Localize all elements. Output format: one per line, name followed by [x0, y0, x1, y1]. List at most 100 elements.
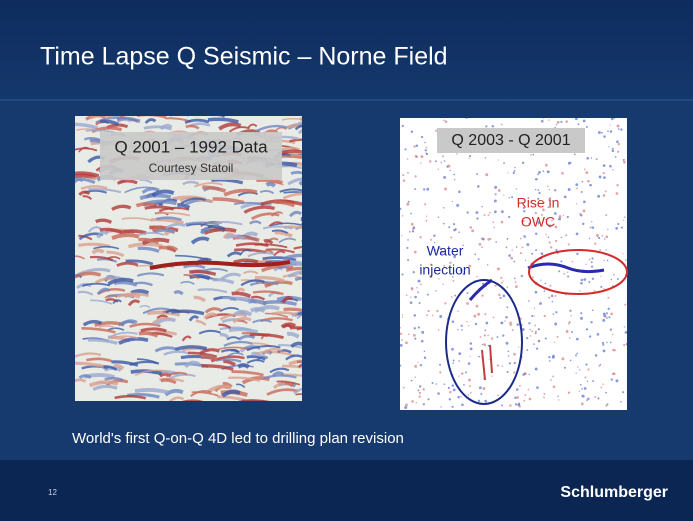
seismic-dot: [549, 285, 551, 287]
seismic-dot: [605, 190, 607, 192]
seismic-dot: [452, 280, 454, 282]
seismic-dot: [612, 333, 614, 335]
page-number: 12: [48, 488, 57, 497]
seismic-dot: [568, 243, 570, 245]
seismic-stroke: [182, 108, 193, 113]
seismic-dot: [416, 287, 417, 288]
seismic-dot: [544, 290, 546, 292]
seismic-dot: [591, 157, 592, 158]
seismic-stroke: [135, 390, 168, 392]
seismic-dot: [476, 217, 478, 219]
seismic-stroke: [308, 143, 320, 145]
seismic-dot: [552, 376, 554, 378]
seismic-dot: [624, 216, 625, 217]
seismic-dot: [399, 208, 401, 210]
seismic-dot: [468, 394, 470, 396]
seismic-dot: [576, 373, 577, 374]
seismic-dot: [591, 257, 593, 259]
seismic-dot: [603, 164, 606, 167]
seismic-dot: [516, 323, 519, 326]
seismic-dot: [592, 380, 594, 382]
seismic-dot: [460, 396, 461, 397]
seismic-dot: [477, 185, 480, 188]
seismic-dot: [500, 321, 503, 324]
seismic-dot: [440, 406, 441, 407]
seismic-dot: [606, 317, 608, 319]
seismic-dot: [554, 323, 557, 326]
seismic-dot: [469, 158, 470, 159]
seismic-dot: [596, 158, 598, 160]
seismic-dot: [432, 382, 434, 384]
seismic-dot: [506, 247, 508, 249]
seismic-stroke: [178, 401, 204, 404]
seismic-dot: [420, 284, 422, 286]
seismic-dot: [597, 333, 600, 336]
seismic-dot: [528, 374, 529, 375]
seismic-dot: [402, 125, 404, 127]
seismic-dot: [443, 176, 446, 179]
seismic-dot: [534, 325, 536, 327]
seismic-dot: [421, 136, 423, 138]
seismic-dot: [537, 174, 539, 176]
seismic-dot: [436, 383, 438, 385]
seismic-dot: [461, 403, 464, 406]
seismic-dot: [567, 275, 569, 277]
seismic-dot: [470, 342, 473, 345]
seismic-dot: [561, 357, 564, 360]
seismic-dot: [432, 315, 434, 317]
seismic-dot: [506, 342, 509, 345]
seismic-dot: [494, 200, 497, 203]
seismic-dot: [479, 386, 482, 389]
seismic-dot: [508, 351, 510, 353]
seismic-dot: [575, 183, 578, 186]
seismic-dot: [514, 397, 516, 399]
seismic-dot: [616, 184, 618, 186]
seismic-dot: [536, 386, 539, 389]
seismic-dot: [513, 172, 515, 174]
seismic-dot: [488, 359, 489, 360]
seismic-dot: [414, 188, 416, 190]
seismic-dot: [598, 131, 601, 134]
seismic-dot: [453, 174, 455, 176]
seismic-dot: [443, 207, 445, 209]
seismic-stroke: [300, 179, 320, 184]
seismic-dot: [612, 169, 613, 170]
seismic-dot: [414, 365, 417, 368]
seismic-dot: [576, 187, 578, 189]
seismic-dot: [419, 392, 421, 394]
seismic-dot: [530, 154, 531, 155]
seismic-dot: [507, 238, 508, 239]
seismic-dot: [510, 257, 513, 260]
seismic-dot: [454, 179, 455, 180]
seismic-dot: [528, 389, 530, 391]
slide-canvas: Time Lapse Q Seismic – Norne Field Q 200…: [0, 0, 693, 521]
seismic-dot: [438, 278, 439, 279]
seismic-dot: [473, 315, 476, 318]
seismic-dot: [595, 354, 598, 357]
seismic-dot: [420, 162, 422, 164]
seismic-dot: [533, 154, 535, 156]
seismic-dot: [424, 357, 426, 359]
seismic-dot: [417, 362, 418, 363]
seismic-stroke: [242, 401, 276, 404]
seismic-dot: [550, 379, 552, 381]
seismic-dot: [589, 259, 591, 261]
seismic-dot: [476, 173, 478, 175]
seismic-dot: [535, 331, 537, 333]
seismic-dot: [482, 238, 485, 241]
seismic-dot: [463, 384, 465, 386]
seismic-dot: [507, 172, 508, 173]
seismic-dot: [610, 328, 612, 330]
seismic-dot: [615, 227, 618, 230]
seismic-dot: [418, 326, 420, 328]
seismic-dot: [625, 259, 627, 261]
seismic-dot: [547, 185, 549, 187]
seismic-dot: [429, 160, 431, 162]
seismic-dot: [411, 400, 414, 403]
right-label: Q 2003 - Q 2001: [451, 132, 570, 149]
seismic-dot: [479, 243, 482, 246]
seismic-dot: [591, 261, 593, 263]
seismic-dot: [482, 206, 483, 207]
seismic-dot: [602, 342, 604, 344]
seismic-dot: [514, 362, 516, 364]
